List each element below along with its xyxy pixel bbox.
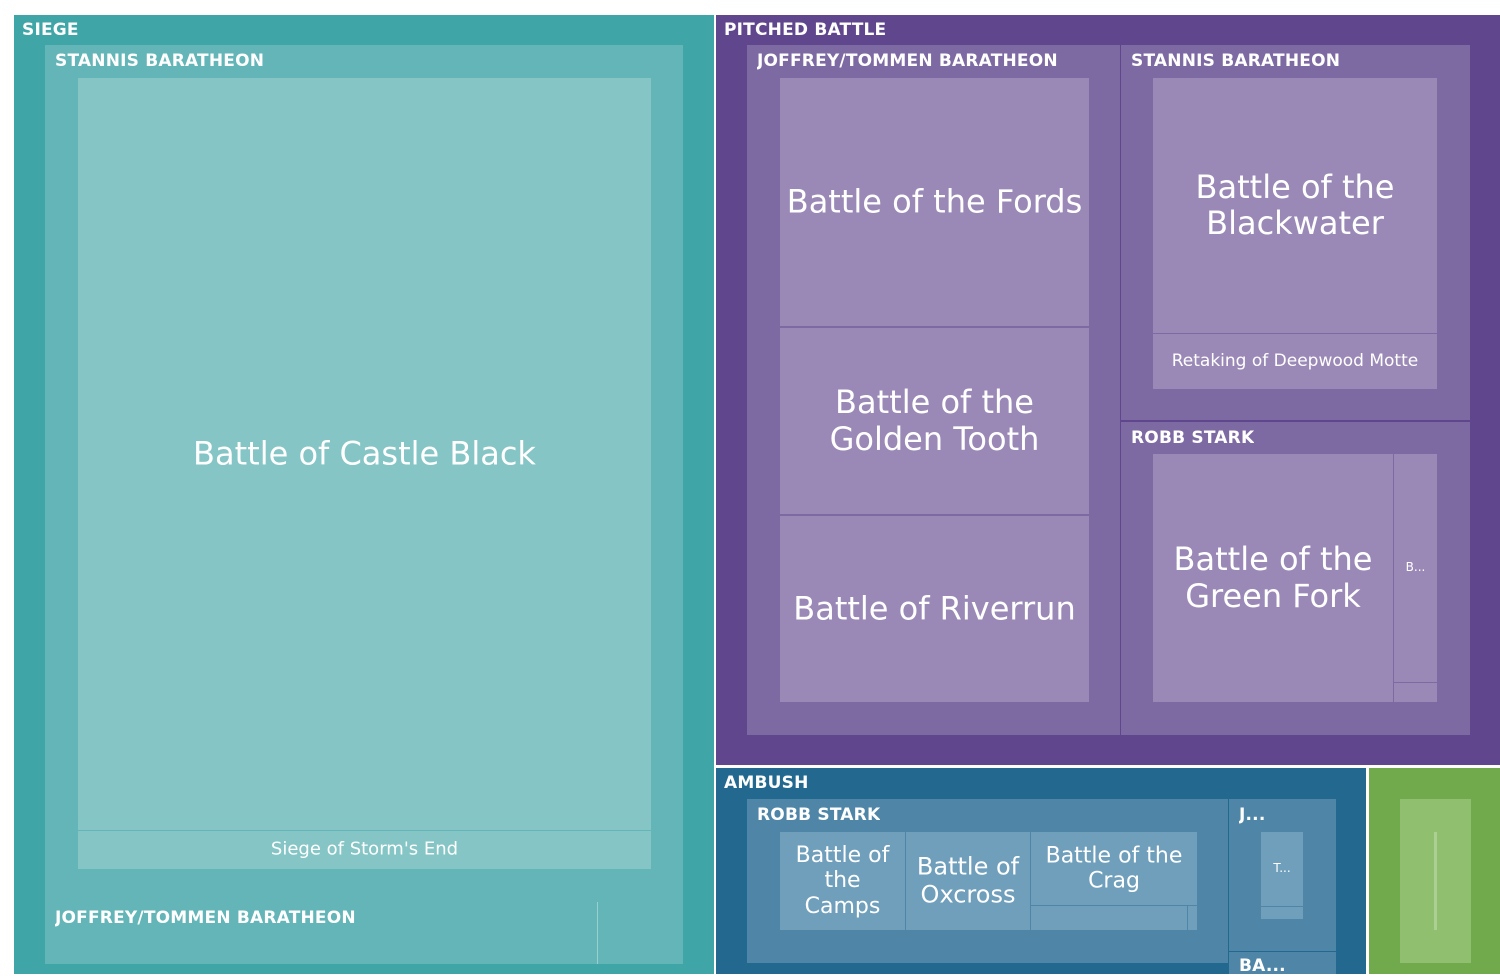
battle-label: Battle of the Golden Tooth [829, 383, 1040, 458]
battle-label: T... [1273, 861, 1291, 876]
commander-label: JOFFREY/TOMMEN BARATHEON [757, 51, 1058, 71]
commander-label: ROBB STARK [757, 805, 881, 825]
cell-divider [597, 902, 598, 964]
battle-cell[interactable]: Battle of Riverrun [780, 516, 1089, 702]
category-label: PITCHED BATTLE [724, 20, 887, 40]
battle-cell[interactable]: Siege of Storm's End [78, 831, 651, 869]
battle-cell[interactable]: Battle of the Fords [780, 78, 1089, 326]
battle-cell[interactable] [1188, 906, 1197, 930]
battle-label: Siege of Storm's End [270, 838, 459, 860]
commander-label: STANNIS BARATHEON [1131, 51, 1341, 71]
battle-cell[interactable]: Battle of the Golden Tooth [780, 328, 1089, 514]
battle-label: Retaking of Deepwood Motte [1171, 350, 1419, 371]
battle-cell[interactable] [1261, 907, 1303, 919]
battle-cell[interactable]: Battle of the Green Fork [1153, 454, 1393, 702]
battle-cell[interactable]: B... [1394, 454, 1437, 682]
commander-ba-ambush[interactable]: BA... [1229, 952, 1336, 976]
battle-cell[interactable]: T... [1261, 832, 1303, 906]
commander-label: BA... [1239, 956, 1286, 976]
battle-cell[interactable] [1031, 906, 1187, 930]
battle-label: Battle of the Fords [786, 182, 1083, 221]
category-label: SIEGE [22, 20, 79, 40]
commander-label: ROBB STARK [1131, 428, 1255, 448]
category-label: AMBUSH [724, 773, 809, 793]
battle-cell[interactable]: Battle of the Crag [1031, 832, 1197, 905]
commander-label: STANNIS BARATHEON [55, 51, 265, 71]
battle-cell[interactable]: Battle of the Blackwater [1153, 78, 1437, 333]
commander-joffrey-siege[interactable]: JOFFREY/TOMMEN BARATHEON [45, 902, 683, 964]
battle-label: Battle of Riverrun [793, 589, 1076, 628]
battle-label: B... [1405, 560, 1426, 575]
battle-cell[interactable]: Battle of Oxcross [906, 832, 1030, 930]
commander-label: JOFFREY/TOMMEN BARATHEON [55, 908, 356, 928]
battle-label: Battle of Castle Black [193, 434, 536, 473]
cell-divider [1434, 832, 1437, 930]
battle-label: Battle of the Camps [795, 843, 890, 919]
commander-label: J... [1239, 805, 1266, 825]
battle-label: Battle of the Blackwater [1195, 167, 1395, 243]
battle-cell[interactable]: Battle of the Camps [780, 832, 905, 930]
battle-label: Battle of Oxcross [916, 852, 1020, 908]
commander-unlabelled[interactable] [1400, 799, 1471, 963]
battle-cell[interactable] [1394, 683, 1437, 702]
battle-cell[interactable]: Battle of Castle Black [78, 78, 651, 830]
battle-cell[interactable]: Retaking of Deepwood Motte [1153, 334, 1437, 389]
battle-label: Battle of the Crag [1045, 843, 1183, 894]
battle-label: Battle of the Green Fork [1173, 540, 1373, 615]
